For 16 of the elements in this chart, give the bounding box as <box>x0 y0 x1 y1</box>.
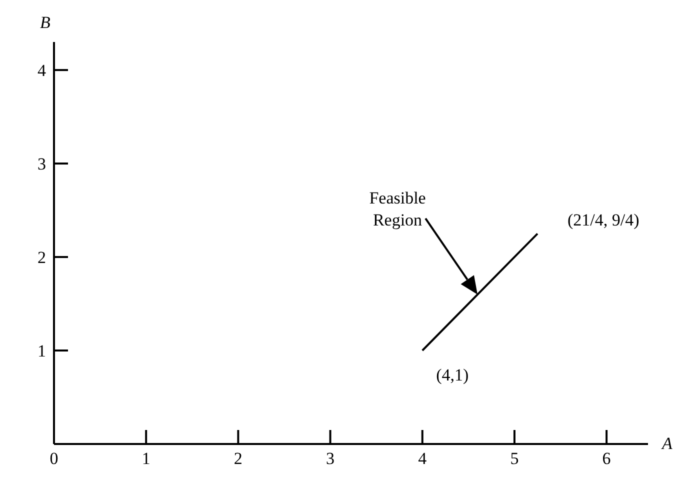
y-tick-label: 2 <box>38 248 46 268</box>
x-tick-label: 4 <box>418 449 428 468</box>
x-tick-label: 3 <box>326 449 335 468</box>
y-tick-label: 1 <box>38 342 46 361</box>
annotation: Feasible Region <box>369 188 426 230</box>
annotation: (4,1) <box>436 366 469 385</box>
x-tick-label: 0 <box>50 449 58 468</box>
y-tick-label: 4 <box>38 61 46 80</box>
annotation: (21/4, 9/4) <box>567 210 640 230</box>
x-tick-label: 1 <box>142 449 150 468</box>
x-tick-label: 6 <box>602 449 611 468</box>
x-tick-label: 5 <box>510 449 519 468</box>
y-axis-title: B <box>40 13 51 32</box>
x-axis-title: A <box>661 434 673 453</box>
y-tick-label: 3 <box>38 154 46 174</box>
x-tick-label: 2 <box>234 449 242 468</box>
